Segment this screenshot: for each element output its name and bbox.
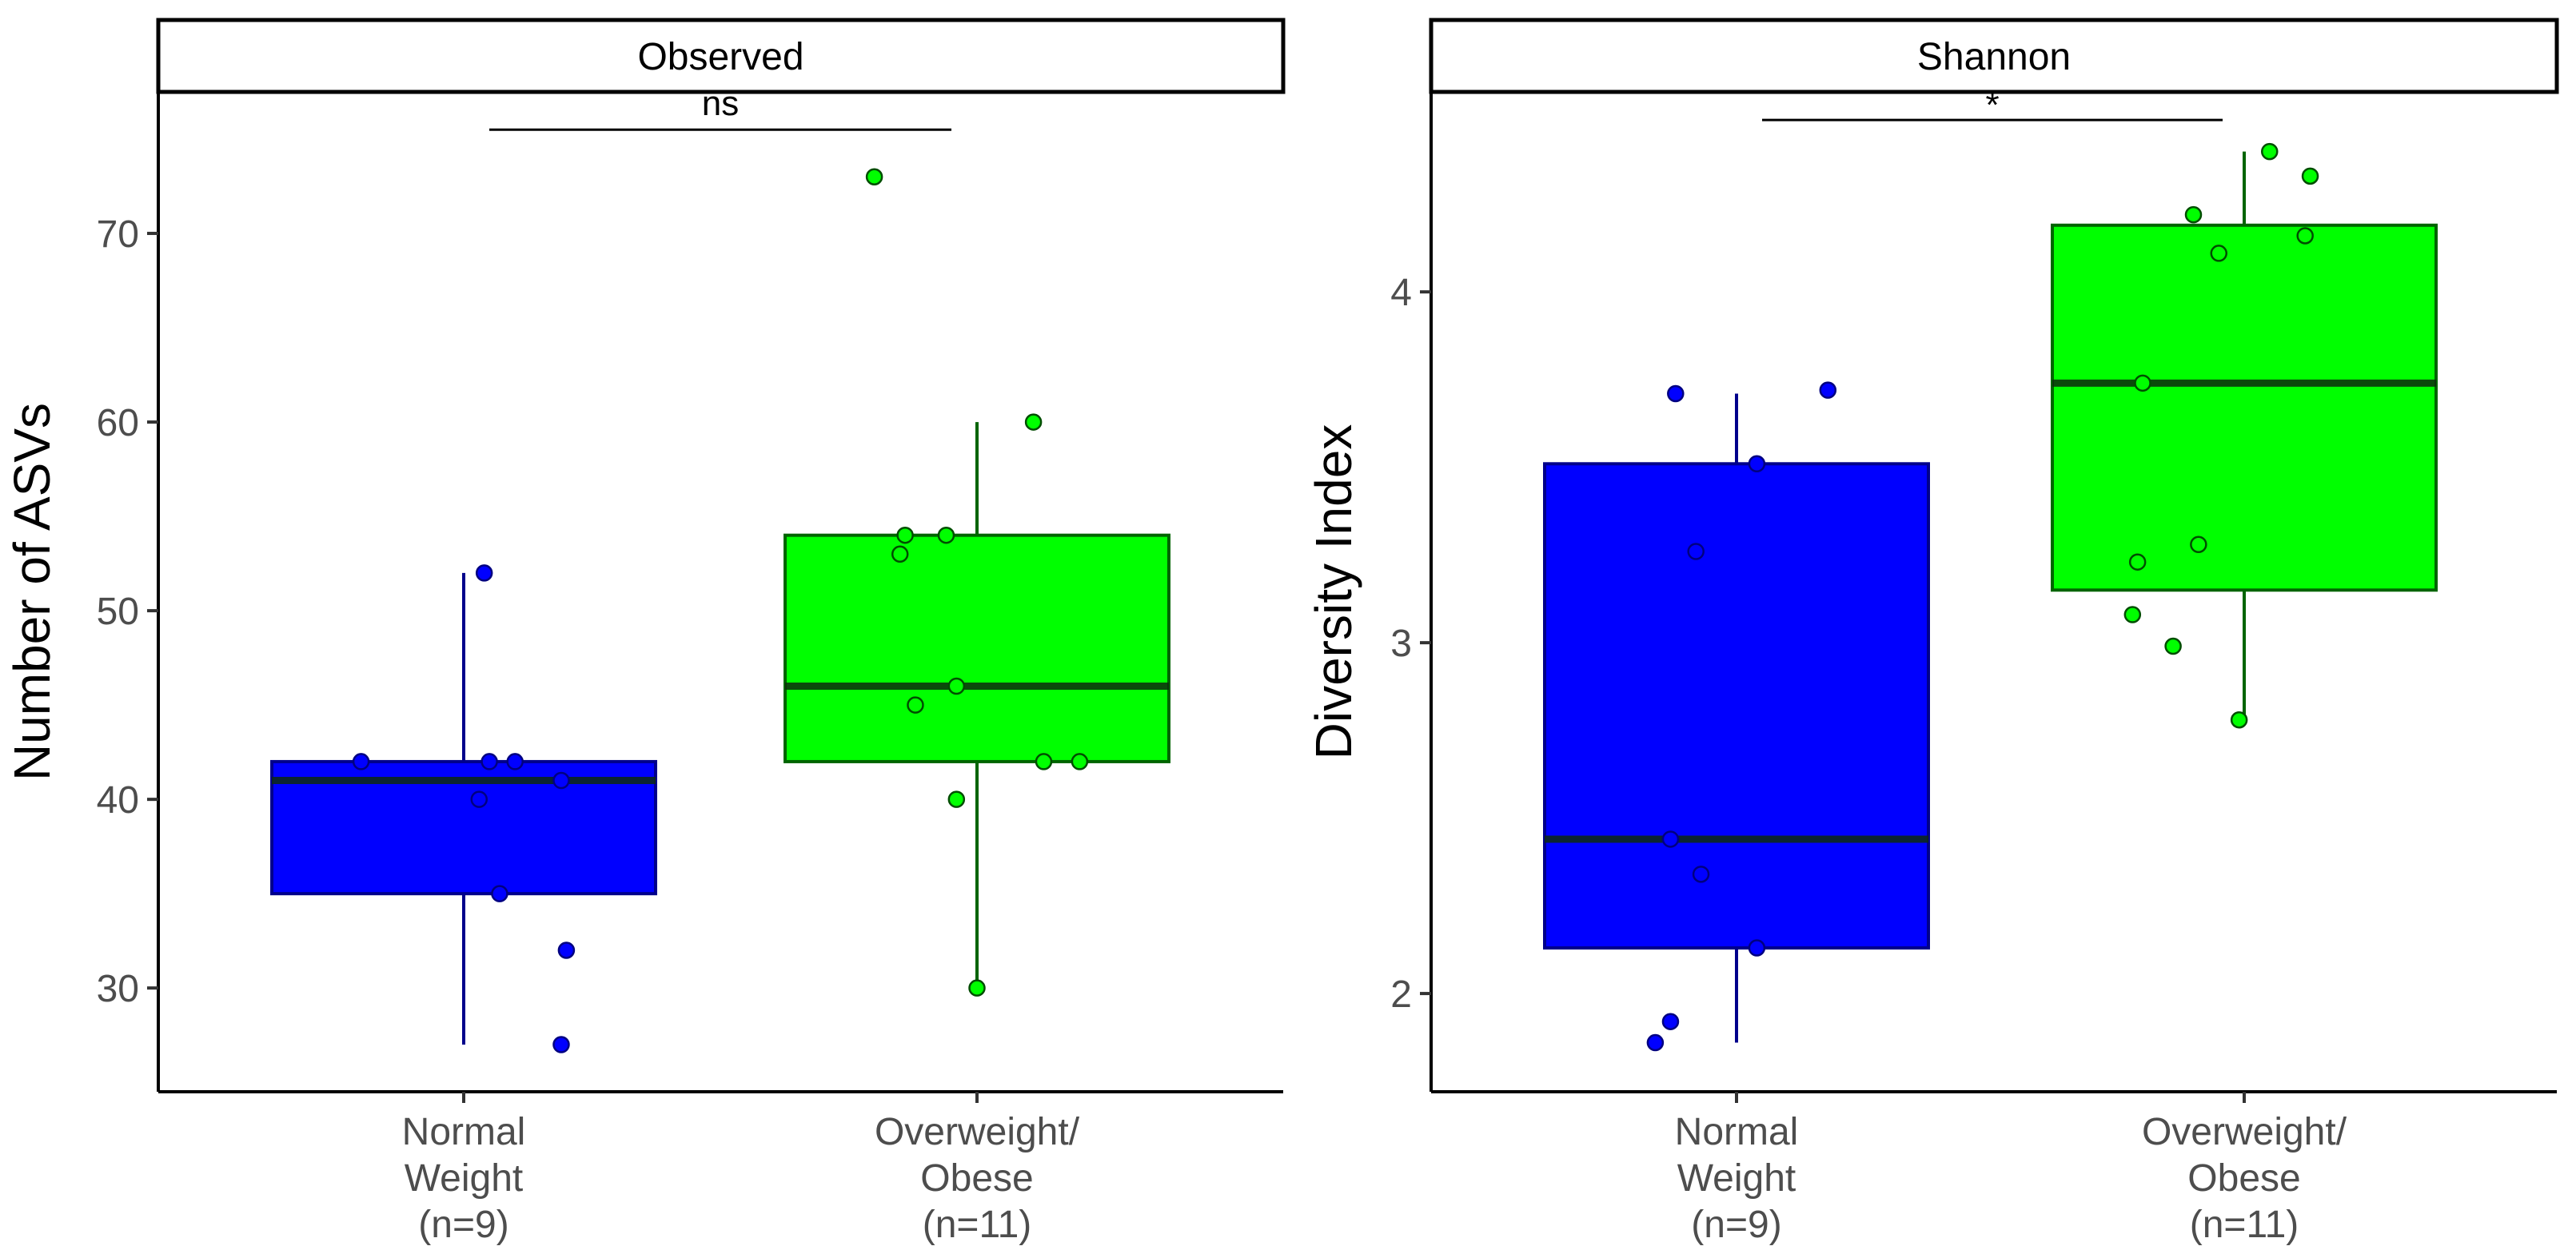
data-point — [896, 526, 914, 544]
y-tick-label: 30 — [97, 968, 139, 1010]
data-point — [470, 790, 488, 808]
data-point — [1024, 413, 1043, 431]
data-point — [2296, 227, 2314, 245]
data-point — [2123, 606, 2142, 623]
data-point — [865, 168, 883, 185]
data-point — [352, 753, 370, 770]
y-tick-label: 2 — [1390, 973, 1412, 1016]
x-tick-label: Weight — [1677, 1157, 1796, 1200]
significance-label: * — [1985, 86, 1999, 125]
data-point — [947, 790, 966, 808]
data-point — [947, 677, 966, 695]
data-point — [2164, 637, 2182, 655]
data-point — [937, 526, 955, 544]
data-point — [1661, 830, 1680, 848]
data-point — [2190, 535, 2207, 553]
x-tick-label: (n=11) — [923, 1204, 1032, 1246]
data-point — [552, 1036, 570, 1053]
panel-title: Shannon — [1917, 36, 2071, 78]
data-point — [1748, 939, 1766, 957]
panel-title: Observed — [637, 36, 804, 78]
significance-label: ns — [702, 84, 739, 123]
data-point — [1035, 753, 1053, 770]
data-point — [1687, 543, 1705, 560]
observed-panel: Observed 30 40 50 60 70 Number of ASVs NormalWe… — [3, 18, 1286, 1246]
x-tick-label: Weight — [405, 1157, 524, 1200]
data-point — [491, 885, 508, 902]
data-point — [2230, 711, 2248, 729]
box — [2051, 223, 2438, 592]
data-point — [552, 771, 570, 790]
data-point — [968, 979, 986, 997]
data-point — [1819, 381, 1837, 399]
data-point — [506, 753, 524, 770]
data-point — [891, 545, 909, 563]
data-point — [2210, 245, 2227, 262]
y-axis-label: Number of ASVs — [3, 403, 61, 781]
y-tick-label: 70 — [97, 213, 139, 256]
box — [784, 533, 1170, 763]
data-point — [1661, 1013, 1680, 1030]
y-tick-label: 50 — [97, 591, 139, 633]
x-tick-label: Normal — [402, 1111, 526, 1153]
y-tick-label: 40 — [97, 779, 139, 822]
x-tick-label: Obese — [2187, 1157, 2300, 1200]
data-point — [2184, 205, 2203, 224]
data-point — [1667, 384, 1685, 403]
y-tick-label: 3 — [1390, 623, 1412, 665]
data-point — [2261, 142, 2279, 161]
y-tick-label: 60 — [97, 402, 139, 444]
box — [1543, 462, 1930, 950]
panel-strip — [1429, 18, 2559, 94]
x-tick-label: (n=9) — [1691, 1204, 1781, 1246]
x-tick-label: Overweight/ — [875, 1111, 1080, 1153]
data-point — [481, 753, 498, 770]
data-point — [557, 942, 576, 959]
x-tick-label: (n=11) — [2190, 1204, 2299, 1246]
y-tick-label: 4 — [1390, 272, 1412, 314]
x-tick-label: (n=9) — [418, 1204, 508, 1246]
panel-strip — [156, 18, 1286, 94]
y-axis-label: Diversity Index — [1305, 424, 1362, 760]
data-point — [907, 696, 924, 714]
x-tick-label: Obese — [920, 1157, 1033, 1200]
data-point — [1692, 866, 1710, 883]
data-point — [1071, 753, 1089, 770]
data-point — [2134, 374, 2151, 392]
data-point — [475, 564, 493, 582]
data-point — [1646, 1033, 1665, 1052]
data-point — [2128, 553, 2147, 571]
data-point — [1748, 455, 1766, 473]
x-tick-label: Overweight/ — [2142, 1111, 2347, 1153]
x-tick-label: Normal — [1675, 1111, 1799, 1153]
data-point — [2301, 167, 2319, 185]
